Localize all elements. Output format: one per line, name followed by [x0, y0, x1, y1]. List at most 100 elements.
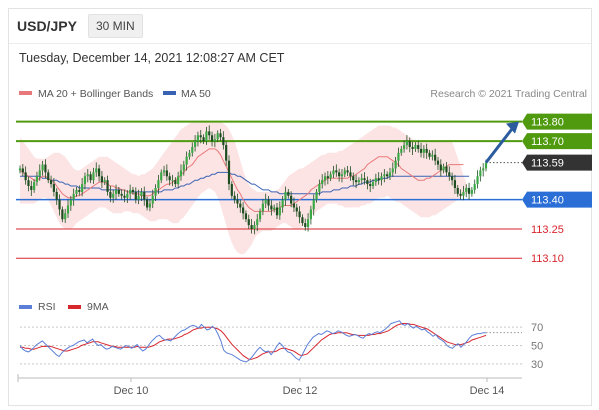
level-label: 113.59	[531, 158, 564, 170]
candle-body	[366, 180, 369, 185]
bollinger-legend-swatch	[19, 91, 32, 95]
candle	[35, 171, 39, 186]
candle-body	[61, 209, 64, 220]
candle-body	[465, 187, 468, 192]
candle-body	[160, 172, 163, 181]
candle	[145, 196, 149, 211]
candle-body	[247, 219, 250, 226]
candle-body	[425, 148, 428, 153]
timestamp-label: Tuesday, December 14, 2021 12:08:27 AM C…	[19, 51, 285, 65]
candle	[267, 195, 270, 211]
level-label-box	[522, 113, 592, 130]
candle-body	[323, 176, 327, 181]
candle	[83, 172, 87, 190]
candle-body	[103, 180, 106, 183]
candle	[92, 167, 95, 184]
candle	[357, 177, 361, 186]
candle	[81, 178, 84, 197]
candle-body	[72, 193, 75, 200]
candle	[208, 125, 211, 140]
candle-body	[202, 137, 205, 142]
candle-body	[219, 133, 222, 138]
candle	[386, 171, 389, 180]
candle	[244, 210, 248, 223]
candle-body	[145, 199, 149, 208]
candle-body	[244, 213, 248, 220]
candle	[476, 170, 479, 189]
candle	[86, 169, 89, 183]
candle	[470, 187, 473, 197]
candle	[177, 171, 180, 188]
candle-body	[388, 172, 392, 177]
candle	[154, 184, 157, 202]
candle-body	[459, 193, 462, 196]
candle-body	[391, 168, 394, 173]
candle	[453, 174, 457, 195]
timeframe-button[interactable]: 30 MIN	[88, 14, 143, 38]
candle	[247, 214, 250, 229]
candle-body	[177, 176, 180, 185]
level-label-box	[522, 133, 592, 150]
candle-body	[417, 145, 420, 149]
candle-body	[352, 176, 355, 181]
candle-body	[222, 137, 225, 146]
candle	[459, 189, 462, 200]
candle	[349, 166, 352, 181]
candle-body	[321, 180, 324, 185]
candle	[467, 182, 471, 200]
candle-body	[95, 168, 98, 173]
bollinger-legend-label: MA 20 + Bollinger Bands	[38, 88, 153, 100]
candle-body	[131, 189, 135, 192]
candle-body	[18, 168, 22, 171]
x-tick-label: Dec 10	[114, 385, 149, 397]
candle-body	[275, 207, 279, 216]
candle	[182, 160, 185, 176]
candle-body	[273, 207, 276, 210]
candle	[75, 187, 78, 197]
candle-body	[171, 180, 174, 182]
candle-body	[253, 225, 256, 229]
candle	[171, 174, 174, 187]
candle-body	[479, 170, 482, 177]
candle	[97, 164, 101, 182]
candle	[371, 179, 375, 189]
ma50-legend-label: MA 50	[181, 88, 211, 100]
candle-body	[380, 176, 383, 181]
candle	[354, 174, 358, 189]
candle	[298, 206, 301, 224]
candle-body	[117, 189, 120, 194]
candle	[18, 165, 22, 174]
candle-body	[30, 186, 33, 190]
candle-body	[109, 191, 112, 198]
candle-body	[44, 164, 47, 173]
candle	[312, 194, 315, 216]
candle	[95, 162, 98, 177]
candle	[129, 184, 132, 200]
candle	[219, 128, 222, 141]
candle	[284, 186, 287, 206]
candle	[106, 175, 109, 196]
candle	[27, 176, 30, 192]
ma9-legend-swatch	[68, 305, 81, 309]
candle	[326, 170, 329, 185]
candle-body	[369, 184, 372, 187]
candle-body	[120, 193, 123, 196]
candle-body	[199, 135, 202, 138]
candle-body	[47, 172, 50, 181]
candle-body	[343, 170, 346, 175]
candle	[335, 164, 338, 177]
candle	[157, 174, 160, 195]
candle-body	[332, 170, 335, 175]
candle	[332, 165, 335, 179]
x-axis: Dec 10 Dec 12 Dec 14	[17, 374, 522, 397]
candle	[168, 172, 171, 186]
candle	[100, 170, 104, 189]
candle	[456, 185, 459, 197]
candle	[442, 163, 445, 174]
candle-body	[439, 164, 442, 171]
candle	[44, 159, 47, 179]
candle-body	[182, 164, 185, 171]
candle-body	[92, 172, 95, 181]
candle	[394, 156, 397, 174]
candle	[199, 130, 202, 144]
